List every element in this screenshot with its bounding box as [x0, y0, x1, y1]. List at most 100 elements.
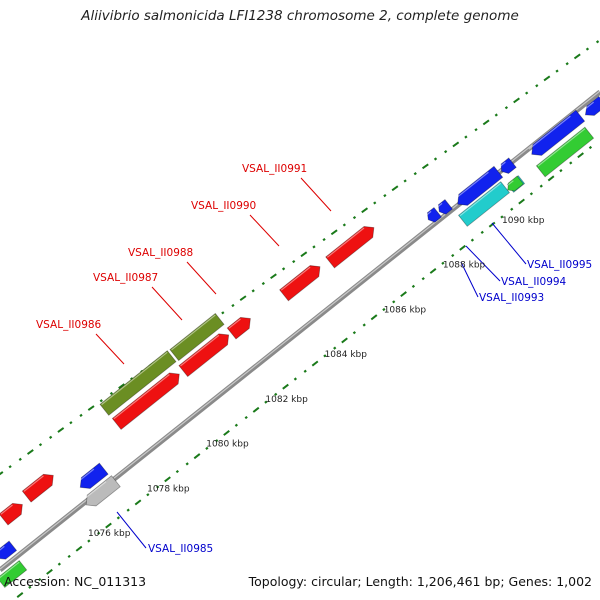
inner-track-dot [28, 585, 32, 589]
inner-track-dot [46, 568, 53, 575]
inner-track-dot [311, 360, 319, 367]
outer-track-dot [373, 201, 377, 205]
inner-track-dot [116, 516, 120, 520]
outer-track-dot [525, 91, 529, 95]
inner-track-dot [547, 175, 555, 182]
outer-track-dot [595, 40, 600, 44]
outer-track-dot [464, 135, 468, 139]
map-title: Aliivibrio salmonicida LFI1238 chromosom… [81, 8, 519, 24]
outer-track-dot [383, 194, 387, 198]
inner-track-dot [244, 415, 248, 420]
outer-track-dot [433, 157, 438, 161]
label-leader-line [249, 214, 280, 247]
outer-track-dot [87, 405, 95, 411]
inner-track-dot [577, 152, 584, 159]
inner-track-dot [293, 377, 297, 381]
outer-track-dot [403, 179, 407, 183]
inner-track-dot [264, 400, 268, 404]
tick-label: 1088 kbp [443, 261, 486, 271]
label-leader-line [116, 511, 147, 549]
outer-track-dot [494, 113, 498, 117]
inner-track-dot [500, 215, 504, 219]
accession-text: Accession: NC_011313 [4, 574, 147, 589]
inner-track-dot [488, 221, 496, 228]
inner-track-dot [588, 145, 593, 150]
inner-track-dot [529, 192, 534, 196]
inner-track-dot [223, 430, 230, 436]
outer-track-dot [535, 84, 539, 88]
features [0, 95, 600, 588]
olive-feature [169, 312, 225, 362]
inner-track-dot [87, 539, 91, 543]
gene-labels: VSAL_II0986 VSAL_II0987 VSAL_II0988 VSAL_II… [36, 163, 592, 555]
outer-track-dot [513, 97, 520, 104]
inner-track-dot [57, 562, 61, 566]
olive-feature [99, 350, 177, 416]
inner-track-dot [411, 284, 416, 288]
forward-cds-feature [226, 316, 251, 340]
inner-track-dot [67, 554, 71, 559]
inner-track-dot [539, 184, 543, 188]
inner-track-dot [421, 277, 425, 281]
gene-label: VSAL_II0988 [128, 247, 193, 259]
inner-track-dot [341, 337, 348, 344]
gene-label: VSAL_II0985 [148, 543, 213, 555]
reverse-cds-feature [454, 165, 504, 206]
outer-track-dot [573, 53, 581, 60]
outer-track-dot [585, 47, 590, 51]
outer-track-dot [49, 435, 53, 439]
inner-track-dot [303, 369, 307, 373]
label-leader-line [186, 261, 217, 295]
tick-label: 1080 kbp [206, 440, 249, 450]
inner-track-dot [205, 446, 209, 451]
inner-track-dot [518, 198, 525, 205]
gene-label: VSAL_II0990 [191, 200, 256, 212]
forward-cds-feature [111, 372, 180, 430]
inner-track-dot [480, 230, 484, 234]
summary-text: Topology: circular; Length: 1,206,461 bp… [248, 574, 592, 589]
inner-track-dot [75, 545, 83, 552]
outer-track-dot [221, 311, 225, 315]
inner-track-dot [134, 499, 142, 506]
reverse-cds-feature [0, 540, 18, 560]
outer-track-dot [555, 69, 559, 73]
outer-track-dot [118, 383, 125, 389]
outer-track-dot [8, 465, 12, 469]
inner-track-dot [175, 469, 179, 474]
gene-label: VSAL_II0986 [36, 319, 102, 331]
cyan-feature [457, 181, 511, 227]
gene-label: VSAL_II0995 [527, 259, 592, 271]
inner-track-dot [146, 493, 150, 497]
outer-track-dot [444, 150, 448, 154]
tick-label: 1086 kbp [384, 305, 427, 315]
outer-track-dot [292, 259, 296, 264]
outer-track-dot [565, 62, 569, 66]
forward-cds-feature [279, 265, 321, 302]
outer-track-dot [109, 391, 114, 396]
inner-track-dot [252, 406, 260, 413]
green-feature [0, 560, 28, 588]
outer-track-dot [281, 267, 286, 271]
inner-track-dot [333, 346, 337, 350]
reverse-cds-feature [425, 207, 442, 223]
inner-track-dot [441, 261, 445, 265]
label-leaders [95, 177, 527, 549]
outer-track-dot [342, 223, 346, 227]
forward-cds-feature [325, 226, 375, 269]
label-leader-line [465, 245, 501, 282]
outer-track-dot [57, 427, 65, 433]
gene-label: VSAL_II0991 [242, 163, 307, 175]
gene-label: VSAL_II0993 [479, 292, 544, 304]
inner-track-dot [234, 423, 238, 427]
outer-track-dot [312, 245, 316, 249]
reverse-cds-feature [498, 157, 517, 174]
inner-track-dot [215, 439, 219, 443]
label-leader-line [300, 177, 332, 212]
reverse-cds-feature [77, 462, 109, 489]
tick-label: 1082 kbp [265, 395, 308, 405]
inner-track-dot [156, 485, 160, 489]
outer-track-dot [69, 421, 73, 425]
inner-track-dot [193, 453, 201, 460]
label-leader-line [95, 333, 125, 365]
